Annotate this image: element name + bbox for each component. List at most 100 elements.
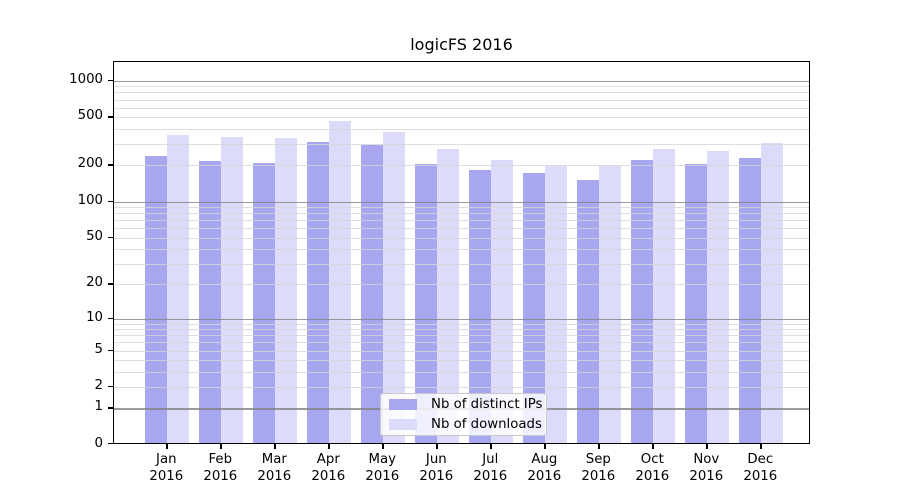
gridline-400 — [114, 128, 809, 130]
legend: Nb of distinct IPs Nb of downloads — [380, 393, 547, 436]
y-tick-label-1: 1 — [94, 399, 103, 415]
x-tick-label-month-jun-2016: Jun — [425, 452, 447, 467]
x-tick-label-oct-2016: Oct 2016 — [620, 452, 684, 485]
bar-ips-aug-2016 — [523, 172, 546, 443]
x-tick-jun-2016 — [436, 444, 438, 449]
gridline-70 — [114, 220, 809, 222]
x-tick-apr-2016 — [328, 444, 330, 449]
x-tick-label-year-jan-2016: 2016 — [149, 468, 184, 484]
x-tick-jan-2016 — [166, 444, 168, 449]
gridline-9 — [114, 323, 809, 325]
gridline-20 — [114, 284, 809, 286]
y-tick-100 — [108, 200, 113, 203]
x-tick-aug-2016 — [544, 444, 546, 449]
x-tick-label-year-may-2016: 2016 — [365, 468, 400, 484]
x-tick-label-month-mar-2016: Mar — [261, 452, 287, 467]
bar-downloads-aug-2016 — [545, 165, 568, 443]
bar-downloads-jan-2016 — [167, 135, 190, 443]
y-tick-label-0: 0 — [94, 436, 103, 451]
x-tick-label-jun-2016: Jun 2016 — [404, 452, 468, 485]
bar-ips-mar-2016 — [253, 163, 276, 443]
y-tick-2 — [108, 386, 113, 388]
legend-swatch-downloads — [389, 419, 417, 430]
gridline-6 — [114, 342, 809, 344]
gridline-40 — [114, 249, 809, 251]
x-tick-label-feb-2016: Feb 2016 — [188, 452, 252, 485]
y-tick-0 — [108, 443, 113, 445]
bar-downloads-mar-2016 — [275, 137, 298, 443]
bar-ips-may-2016 — [361, 145, 384, 443]
gridline-900 — [114, 86, 809, 88]
bar-downloads-dec-2016 — [761, 143, 784, 443]
y-tick-label-20: 20 — [86, 275, 103, 291]
chart-title: logicFS 2016 — [410, 35, 513, 54]
bar-ips-feb-2016 — [199, 160, 222, 443]
x-tick-label-month-dec-2016: Dec — [747, 452, 774, 467]
bar-downloads-oct-2016 — [653, 149, 676, 443]
bar-ips-dec-2016 — [739, 158, 762, 443]
legend-item-downloads: Nb of downloads — [389, 417, 542, 432]
y-tick-10 — [108, 317, 113, 319]
x-tick-feb-2016 — [220, 444, 222, 449]
x-tick-label-jan-2016: Jan 2016 — [134, 452, 198, 485]
gridline-5 — [114, 350, 809, 352]
x-tick-label-year-apr-2016: 2016 — [311, 468, 346, 484]
y-tick-50 — [108, 236, 113, 239]
gridline-4 — [114, 360, 809, 362]
gridline-50 — [114, 237, 809, 239]
gridline-2 — [114, 387, 809, 389]
bar-downloads-feb-2016 — [221, 137, 244, 443]
x-tick-label-month-feb-2016: Feb — [208, 452, 233, 467]
legend-item-distinct-ips: Nb of distinct IPs — [389, 397, 542, 412]
bar-downloads-nov-2016 — [707, 151, 730, 443]
y-tick-label-1000: 1000 — [69, 71, 103, 87]
x-tick-label-mar-2016: Mar 2016 — [242, 452, 306, 485]
bar-ips-nov-2016 — [685, 163, 708, 443]
y-tick-1 — [108, 407, 113, 409]
y-tick-1000 — [108, 79, 113, 82]
bar-ips-jun-2016 — [415, 163, 438, 443]
bar-downloads-jun-2016 — [437, 148, 460, 443]
gridline-30 — [114, 263, 809, 265]
gridline-500 — [114, 117, 809, 119]
x-tick-label-month-jan-2016: Jan — [156, 452, 177, 467]
x-tick-label-month-aug-2016: Aug — [531, 452, 558, 467]
x-tick-may-2016 — [382, 444, 384, 449]
x-tick-label-year-mar-2016: 2016 — [257, 468, 292, 484]
x-tick-label-month-oct-2016: Oct — [640, 452, 664, 467]
x-tick-label-month-jul-2016: Jul — [482, 452, 499, 467]
plot-area — [113, 61, 810, 444]
gridline-7 — [114, 335, 809, 337]
legend-label-downloads: Nb of downloads — [431, 417, 542, 432]
y-tick-label-2: 2 — [94, 378, 103, 394]
y-tick-label-10: 10 — [86, 309, 103, 325]
bar-downloads-apr-2016 — [329, 120, 352, 443]
gridline-600 — [114, 107, 809, 109]
x-tick-label-month-apr-2016: Apr — [316, 452, 340, 467]
x-tick-label-dec-2016: Dec 2016 — [728, 452, 792, 485]
gridline-800 — [114, 92, 809, 94]
gridline-10 — [114, 318, 809, 320]
x-tick-sep-2016 — [598, 444, 600, 449]
x-tick-label-year-aug-2016: 2016 — [527, 468, 562, 484]
x-tick-label-year-oct-2016: 2016 — [635, 468, 670, 484]
gridline-60 — [114, 228, 809, 230]
legend-label-distinct-ips: Nb of distinct IPs — [431, 397, 543, 412]
x-tick-label-apr-2016: Apr 2016 — [296, 452, 360, 485]
y-tick-500 — [108, 116, 113, 118]
x-tick-oct-2016 — [652, 444, 654, 449]
y-tick-label-5: 5 — [94, 341, 103, 357]
x-tick-label-year-dec-2016: 2016 — [743, 468, 778, 484]
x-tick-label-year-sep-2016: 2016 — [581, 468, 616, 484]
gridline-8 — [114, 329, 809, 331]
x-tick-label-year-jul-2016: 2016 — [473, 468, 508, 484]
gridline-1000 — [114, 80, 809, 82]
bar-downloads-may-2016 — [383, 132, 406, 443]
x-tick-label-aug-2016: Aug 2016 — [512, 452, 576, 485]
x-tick-label-month-may-2016: May — [368, 452, 397, 467]
x-tick-label-month-nov-2016: Nov — [693, 452, 720, 467]
x-tick-label-sep-2016: Sep 2016 — [566, 452, 630, 485]
gridline-100 — [114, 201, 809, 203]
x-tick-dec-2016 — [760, 444, 762, 449]
bar-ips-oct-2016 — [631, 160, 654, 443]
